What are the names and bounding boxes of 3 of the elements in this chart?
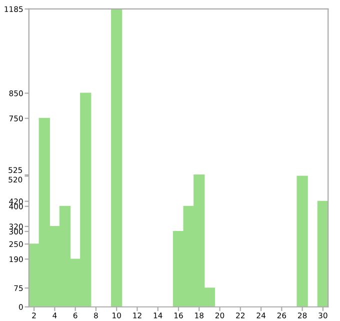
bar	[317, 200, 328, 307]
bar	[296, 176, 308, 307]
bar	[111, 8, 122, 307]
